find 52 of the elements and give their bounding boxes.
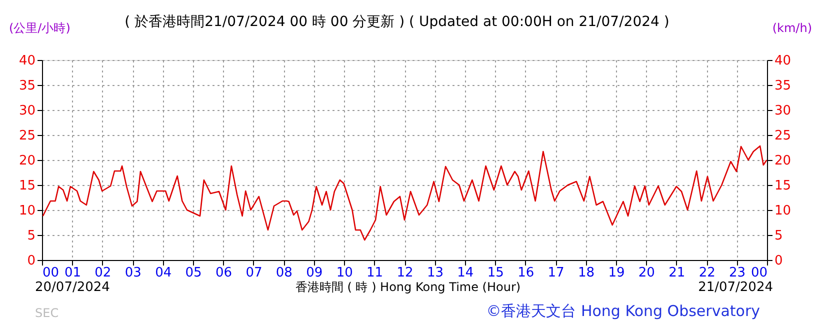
y2-tick-label: 5 — [774, 228, 783, 244]
x-tick-label: 11 — [366, 266, 384, 280]
x-tick-label: 18 — [578, 266, 595, 280]
y2-axis-title: (km/h) — [772, 21, 812, 35]
y-tick-label: 35 — [18, 78, 36, 94]
x-tick-label: 19 — [608, 266, 625, 280]
x-tick-label: 21 — [668, 266, 686, 280]
y2-tick-label: 20 — [774, 154, 792, 168]
x-tick-label: 03 — [124, 266, 142, 280]
x-tick-label: 00 — [42, 266, 60, 280]
y2-tick-label: 35 — [774, 78, 792, 94]
y2-tick-label: 0 — [774, 254, 783, 268]
y-axis-title: (公里/小時) — [9, 21, 70, 35]
line-series — [42, 145, 768, 241]
x-tick-label: 23 — [729, 266, 746, 280]
x-tick-label: 12 — [396, 266, 414, 280]
y2-tick-label: 30 — [774, 104, 792, 118]
x-tick-label: 07 — [246, 266, 262, 280]
x-tick-label: 20 — [638, 266, 655, 280]
x-tick-label: 04 — [155, 266, 172, 280]
x-tick-label: 06 — [215, 266, 232, 280]
text: 20/07/2024 — [35, 280, 110, 295]
y-tick-label: 0 — [27, 254, 36, 268]
x-tick-label: 01 — [64, 266, 81, 280]
y-tick-label: 25 — [18, 128, 36, 144]
x-tick-label: 17 — [548, 266, 564, 280]
text: 21/07/2024 — [698, 280, 773, 295]
x-tick-label: 22 — [698, 266, 716, 280]
y-tick-label: 20 — [18, 154, 36, 168]
chart-title: ( 於香港時間21/07/2024 00 時 00 分更新 ) ( Updated at 00:00H on 21/07/2024 ) — [124, 14, 670, 30]
x-tick-label: 16 — [518, 266, 534, 280]
x-tick-label: 13 — [426, 266, 444, 280]
x-tick-label: 10 — [336, 266, 353, 280]
y-tick-label: 30 — [18, 104, 36, 118]
x-tick-label: 09 — [306, 266, 323, 280]
text: ©香港天文台 Hong Kong Observatory — [486, 302, 760, 320]
x-tick-label: 05 — [185, 266, 202, 280]
x-tick-label: 15 — [487, 266, 504, 280]
y2-tick-label: 40 — [774, 54, 792, 68]
y-tick-label: 5 — [27, 228, 36, 244]
x-tick-label: 14 — [457, 266, 474, 280]
x-axis-title: 香港時間 ( 時 ) Hong Kong Time (Hour) — [295, 280, 521, 294]
x-tick-label: 00 — [750, 266, 768, 280]
y-tick-label: 10 — [18, 204, 36, 218]
y-tick-label: 40 — [18, 54, 36, 68]
x-tick-label: 02 — [94, 266, 112, 280]
y2-tick-label: 10 — [774, 204, 792, 218]
y2-tick-label: 15 — [774, 178, 792, 194]
x-tick-label: 08 — [276, 266, 292, 280]
y-tick-label: 15 — [18, 178, 36, 194]
y2-tick-label: 25 — [774, 128, 792, 144]
text: SEC — [35, 306, 59, 320]
